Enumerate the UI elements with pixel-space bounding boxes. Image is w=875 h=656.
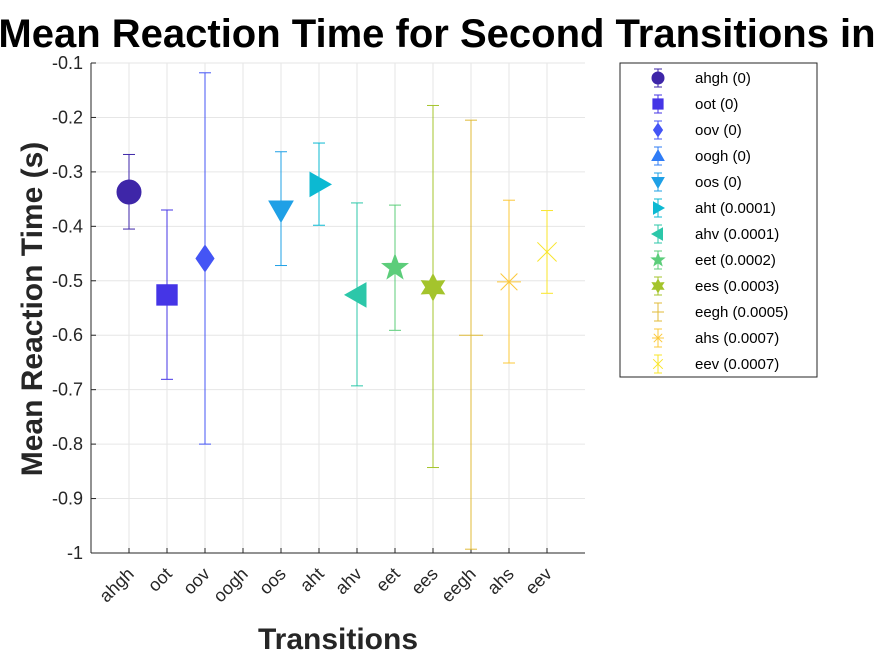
legend-label-ahs: ahs (0.0007) [695,330,779,347]
legend-entry-oogh: oogh (0) [651,146,751,166]
legend: ahgh (0) oot (0) oov (0) oogh (0) oos (0) aht… [619,62,818,378]
series-ees [420,104,446,469]
y-tick-label: -0.3 [52,162,83,182]
data-point-ahs-stroke [500,273,518,291]
series-eegh [459,119,483,550]
y-tick-label: -0.2 [52,107,83,127]
y-tick-label: -0.1 [52,53,83,73]
x-tick-label: eev [521,564,556,599]
legend-label-oot: oot (0) [695,96,738,113]
legend-marker-oov [652,122,664,138]
x-tick-label: eegh [437,564,479,606]
data-point-eev-stroke [537,241,557,262]
legend-marker-ahgh [651,71,665,85]
legend-entry-oot: oot (0) [652,94,738,114]
legend-entry-ahgh: ahgh (0) [651,68,751,88]
data-point-ahs [497,273,521,291]
y-tick-label: -0.7 [52,380,83,400]
x-tick-label: eet [372,564,404,596]
y-tick-label: -0.5 [52,271,83,291]
x-tick-label: aht [296,564,328,596]
y-tick-label: -0.6 [52,325,83,345]
y-tick-label: -0.9 [52,489,83,509]
legend-marker-ees [651,278,665,294]
legend-marker-oot [652,98,664,110]
x-tick-label: oos [255,564,290,599]
legend-marker-oogh [651,148,665,161]
data-point-oos [268,200,294,224]
x-tick-label: ees [407,564,442,599]
legend-marker-oos [651,177,665,190]
series-aht [309,142,333,226]
legend-entry-oov: oov (0) [652,120,742,140]
legend-entry-aht: aht (0.0001) [653,198,776,218]
legend-entry-eev: eev (0.0007) [652,354,779,374]
legend-marker-ahs [652,333,664,343]
legend-marker-ahs-stroke [653,333,663,343]
legend-label-eegh: eegh (0.0005) [695,304,788,321]
data-point-oov [195,244,215,273]
series-eev [537,210,557,294]
legend-label-eev: eev (0.0007) [695,356,779,373]
legend-entry-ahv: ahv (0.0001) [650,224,779,244]
y-axis-title: Mean Reaction Time (s) [16,142,49,477]
legend-label-ahgh: ahgh (0) [695,70,751,87]
legend-marker-eet [650,251,666,267]
series-eet [380,204,410,331]
data-point-eev [537,241,557,262]
legend-entry-eet: eet (0.0002) [650,250,776,270]
legend-label-ees: ees (0.0003) [695,278,779,295]
legend-entry-ahs: ahs (0.0007) [652,328,779,348]
legend-entry-oos: oos (0) [651,172,742,192]
legend-label-oov: oov (0) [695,122,742,139]
legend-label-eet: eet (0.0002) [695,252,776,269]
y-tick-label: -0.8 [52,434,83,454]
legend-marker-eev-stroke [652,358,664,370]
plot-area: -0.1 -0.2 -0.3 -0.4 -0.5 -0.6 -0.7 -0.8 -0.9 -1 ah… [52,53,585,606]
series-oos [268,151,294,267]
series-ahs [497,199,521,364]
plot-background [91,63,585,553]
legend-entry-ees: ees (0.0003) [651,276,779,296]
x-tick-label: ahv [331,564,366,599]
x-tick-label: oot [144,564,176,596]
legend-marker-ahv [650,227,663,241]
data-point-ees [420,273,446,302]
legend-label-oos: oos (0) [695,174,742,191]
y-tick-label: -1 [67,543,83,563]
data-point-aht [309,171,333,198]
legend-label-ahv: ahv (0.0001) [695,226,779,243]
x-tick-label: oogh [209,564,251,606]
data-point-eet [380,253,410,280]
legend-label-oogh: oogh (0) [695,148,751,165]
legend-entry-eegh: eegh (0.0005) [652,302,788,322]
data-point-oot [156,284,178,306]
x-axis-title: Transitions [258,623,418,656]
data-point-ahgh [116,179,142,205]
legend-box [619,62,818,378]
x-tick-label: ahs [483,564,518,599]
legend-marker-eev [652,358,664,370]
series-ahgh [116,153,142,230]
series-oot [156,209,178,380]
x-tick-label: ahgh [95,564,137,606]
y-tick-label: -0.4 [52,216,83,236]
legend-label-aht: aht (0.0001) [695,200,776,217]
chart-title: Mean Reaction Time for Second Transition… [0,12,875,56]
series-ahv [343,202,367,387]
x-tick-label: oov [179,564,214,599]
series-oov [195,72,215,445]
data-point-ahv [343,282,367,308]
legend-marker-aht [653,201,666,215]
